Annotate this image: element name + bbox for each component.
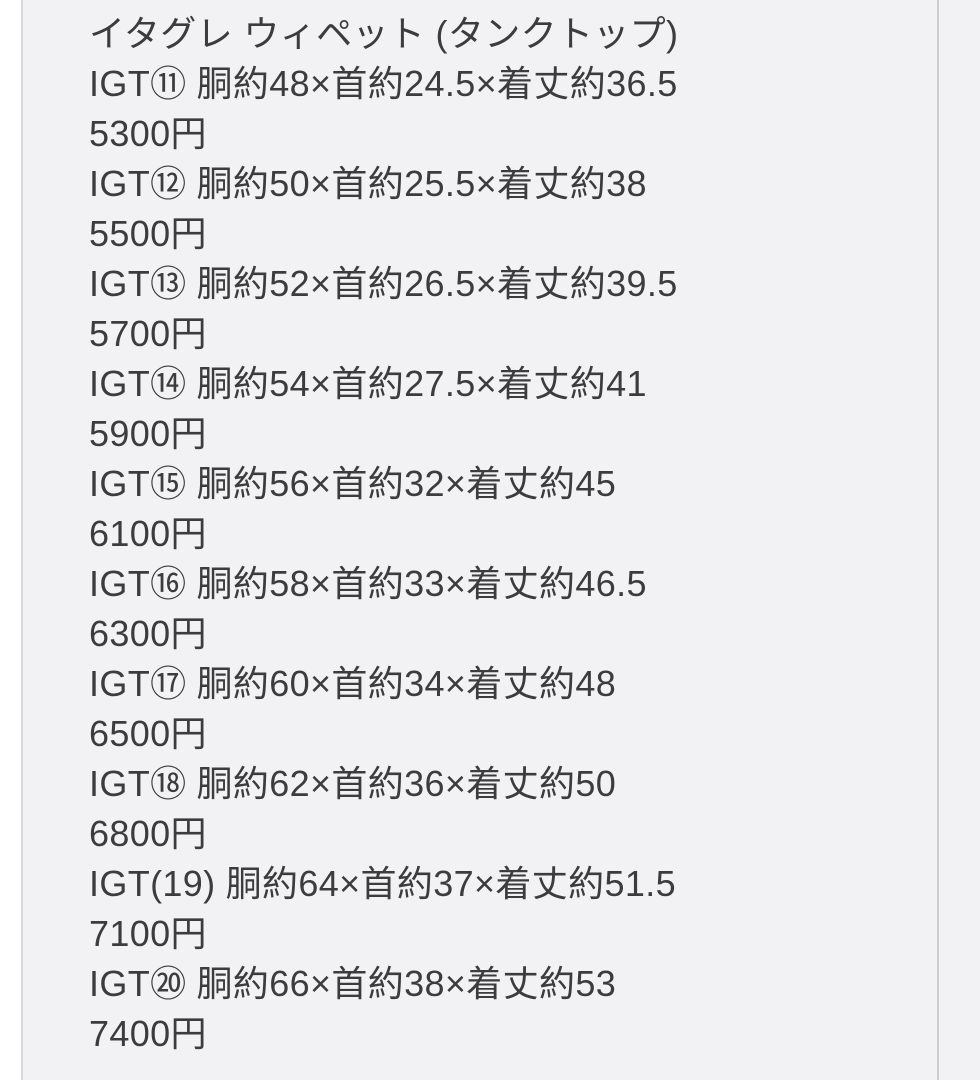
- item-spec-line: IGT⑯ 胴約58×首約33×着丈約46.5: [89, 559, 927, 609]
- item-price: 6500円: [89, 713, 207, 754]
- item-spec: 胴約58×首約33×着丈約46.5: [196, 563, 647, 604]
- item-spec-line: IGT⑳ 胴約66×首約38×着丈約53: [89, 959, 927, 1009]
- item-spec: 胴約48×首約24.5×着丈約36.5: [196, 63, 678, 104]
- left-page-margin: [0, 0, 23, 1080]
- item-spec-line: IGT⑫ 胴約50×首約25.5×着丈約38: [89, 159, 927, 209]
- item-spec: 胴約66×首約38×着丈約53: [196, 963, 617, 1004]
- item-code: IGT⑬: [89, 263, 187, 304]
- item-code: IGT⑪: [89, 63, 187, 104]
- item-code: IGT(19): [89, 863, 216, 904]
- item-code: IGT⑫: [89, 163, 187, 204]
- item-price: 6100円: [89, 513, 207, 554]
- item-spec: 胴約64×首約37×着丈約51.5: [225, 863, 676, 904]
- item-price: 5300円: [89, 113, 207, 154]
- item-spec-line: IGT⑰ 胴約60×首約34×着丈約48: [89, 659, 927, 709]
- item-price: 5500円: [89, 213, 207, 254]
- item-price: 5900円: [89, 413, 207, 454]
- item-price: 6800円: [89, 813, 207, 854]
- item-spec: 胴約60×首約34×着丈約48: [196, 663, 617, 704]
- item-spec-line: IGT⑬ 胴約52×首約26.5×着丈約39.5: [89, 259, 927, 309]
- item-spec: 胴約54×首約27.5×着丈約41: [196, 363, 647, 404]
- item-code: IGT⑰: [89, 663, 187, 704]
- item-spec-line: IGT⑪ 胴約48×首約24.5×着丈約36.5: [89, 59, 927, 109]
- item-spec-line: IGT⑭ 胴約54×首約27.5×着丈約41: [89, 359, 927, 409]
- item-price: 7400円: [89, 1013, 207, 1054]
- item-spec: 胴約56×首約32×着丈約45: [196, 463, 617, 504]
- item-price: 5700円: [89, 313, 207, 354]
- item-code: IGT⑳: [89, 963, 187, 1004]
- item-code: IGT⑯: [89, 563, 187, 604]
- item-spec-line: IGT⑱ 胴約62×首約36×着丈約50: [89, 759, 927, 809]
- item-spec-line: IGT⑮ 胴約56×首約32×着丈約45: [89, 459, 927, 509]
- item-code: IGT⑭: [89, 363, 187, 404]
- item-price: 6300円: [89, 613, 207, 654]
- item-code: IGT⑱: [89, 763, 187, 804]
- item-spec-line: IGT(19) 胴約64×首約37×着丈約51.5: [89, 859, 927, 909]
- listing-title: イタグレ ウィペット (タンクトップ): [89, 13, 679, 54]
- item-spec: 胴約52×首約26.5×着丈約39.5: [196, 263, 678, 304]
- item-spec: 胴約62×首約36×着丈約50: [196, 763, 617, 804]
- right-page-margin: [939, 0, 980, 1080]
- size-price-list-panel: イタグレ ウィペット (タンクトップ) IGT⑪ 胴約48×首約24.5×着丈約3…: [23, 0, 939, 1080]
- item-code: IGT⑮: [89, 463, 187, 504]
- item-spec: 胴約50×首約25.5×着丈約38: [196, 163, 647, 204]
- item-price: 7100円: [89, 913, 207, 954]
- size-list: IGT⑪ 胴約48×首約24.5×着丈約36.5 5300円 IGT⑫ 胴約50×首約2…: [89, 59, 927, 1059]
